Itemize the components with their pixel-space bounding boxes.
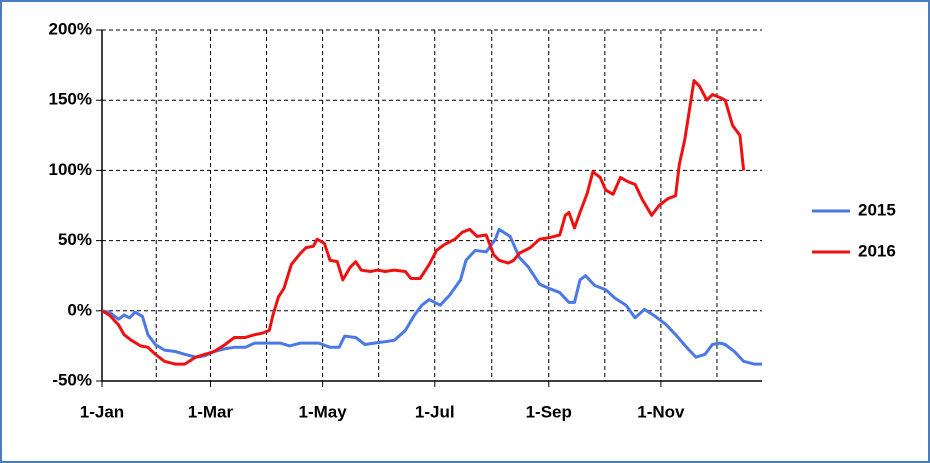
- y-tick-label: 100%: [49, 160, 92, 179]
- x-tick-label: 1-Jul: [415, 402, 455, 421]
- legend-label: 2015: [858, 200, 896, 219]
- y-tick-label: 0%: [67, 300, 92, 319]
- legend-label: 2016: [858, 241, 896, 260]
- y-tick-label: 50%: [58, 230, 92, 249]
- x-tick-label: 1-Sep: [526, 402, 572, 421]
- y-tick-label: 150%: [49, 90, 92, 109]
- x-tick-label: 1-Mar: [188, 402, 234, 421]
- series-line: [101, 79, 746, 366]
- x-tick-label: 1-Nov: [637, 402, 685, 421]
- x-tick-label: 1-Jan: [80, 402, 124, 421]
- y-tick-label: 200%: [49, 19, 92, 38]
- y-tick-label: -50%: [52, 370, 92, 389]
- x-tick-label: 1-May: [299, 402, 348, 421]
